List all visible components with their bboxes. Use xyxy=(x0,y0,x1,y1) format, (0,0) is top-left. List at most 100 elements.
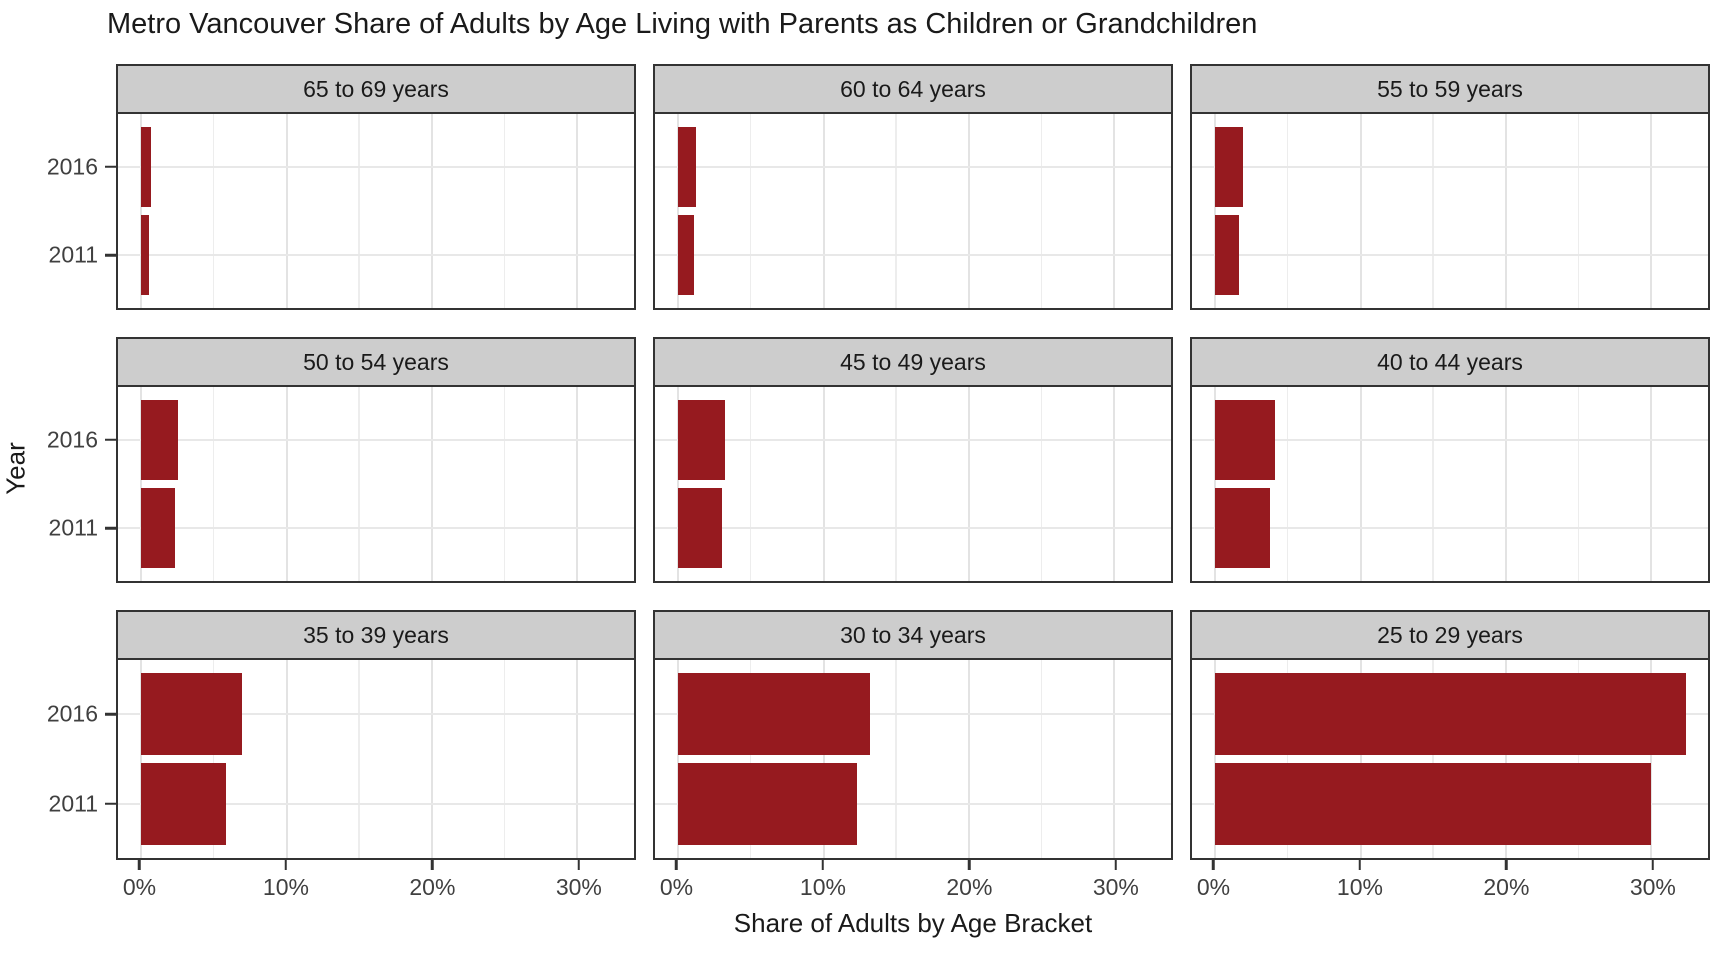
gridline-major xyxy=(1504,660,1507,858)
gridline-minor xyxy=(1286,387,1289,581)
chart-title: Metro Vancouver Share of Adults by Age L… xyxy=(107,8,1258,40)
x-tick-mark xyxy=(1651,860,1655,870)
gridline-major xyxy=(677,660,680,858)
gridline-major xyxy=(1504,114,1507,308)
facet-panel xyxy=(653,387,1173,583)
gridline-minor xyxy=(1040,660,1043,858)
gridline-major xyxy=(576,114,579,308)
gridline-minor xyxy=(895,660,897,858)
x-tick-label: 0% xyxy=(122,874,157,900)
x-tick-label: 20% xyxy=(946,874,993,900)
bar-2016 xyxy=(1215,400,1275,480)
gridline-minor xyxy=(503,387,506,581)
facet-panel xyxy=(1190,114,1710,310)
x-tick-mark xyxy=(675,860,678,870)
x-tick-label: 0% xyxy=(1196,874,1231,900)
x-tick-label: 30% xyxy=(1629,874,1676,900)
x-tick-mark xyxy=(284,860,288,870)
bar-2016 xyxy=(1215,673,1687,755)
facet-strip: 40 to 44 years xyxy=(1190,337,1710,387)
gridline-major xyxy=(430,387,433,581)
facet-panel xyxy=(653,660,1173,860)
gridline-minor xyxy=(1040,387,1043,581)
gridline-minor xyxy=(1040,114,1043,308)
x-axis: 0% 10% 20% 30% xyxy=(1190,860,1710,912)
facet-strip-label: 40 to 44 years xyxy=(1377,348,1523,375)
gridline-minor xyxy=(1432,660,1434,858)
x-axis: 0% 10% 20% 30% xyxy=(653,860,1173,912)
facet-strip-label: 50 to 54 years xyxy=(303,348,449,375)
facet: 30 to 34 years 0% 10% 20% 30% xyxy=(653,610,1173,912)
gridline-major xyxy=(1650,114,1653,308)
y-tick-label: 2011 xyxy=(48,790,98,817)
gridline-major xyxy=(140,660,143,858)
facet-strip-label: 55 to 59 years xyxy=(1377,75,1523,102)
facet-grid: 65 to 69 years 2016 2011 60 to 64 years 55 t… xyxy=(47,64,1710,912)
facet-strip: 50 to 54 years xyxy=(116,337,636,387)
gridline-horizontal xyxy=(655,527,1171,530)
gridline-major xyxy=(677,114,680,308)
bar-2011 xyxy=(141,763,226,845)
gridline-major xyxy=(576,387,579,581)
y-tick-label: 2016 xyxy=(46,700,98,727)
facet-strip: 30 to 34 years xyxy=(653,610,1173,660)
gridline-minor xyxy=(1286,114,1289,308)
x-tick-mark xyxy=(821,860,825,870)
gridline-major xyxy=(285,387,288,581)
bar-2011 xyxy=(678,763,858,845)
bar-2016 xyxy=(141,127,152,207)
facet-panel xyxy=(116,114,636,310)
gridline-major xyxy=(967,660,970,858)
gridline-horizontal xyxy=(655,165,1171,168)
bar-2016 xyxy=(678,127,696,207)
gridline-minor xyxy=(1577,660,1580,858)
gridline-major xyxy=(1650,660,1653,858)
y-tick-mark xyxy=(105,438,116,442)
gridline-horizontal xyxy=(118,802,634,805)
x-tick-label: 0% xyxy=(659,874,694,900)
gridline-major xyxy=(1113,660,1116,858)
gridline-minor xyxy=(1577,114,1580,308)
gridline-major xyxy=(822,114,825,308)
bar-2011 xyxy=(678,215,695,295)
x-tick-mark xyxy=(138,860,141,870)
gridline-major xyxy=(1359,387,1362,581)
gridline-major xyxy=(967,114,970,308)
facet-strip-label: 35 to 39 years xyxy=(303,621,449,648)
facet-strip-label: 60 to 64 years xyxy=(840,75,986,102)
y-tick-label: 2016 xyxy=(46,153,98,180)
facet-strip: 35 to 39 years xyxy=(116,610,636,660)
bar-2016 xyxy=(141,673,242,755)
facet-strip: 45 to 49 years xyxy=(653,337,1173,387)
x-tick-label: 10% xyxy=(799,874,846,900)
facet: 50 to 54 years 2016 2011 xyxy=(47,337,636,585)
gridline-minor xyxy=(503,660,506,858)
gridline-minor xyxy=(503,114,506,308)
bar-2016 xyxy=(1215,127,1243,207)
x-tick-mark xyxy=(577,860,581,870)
facet-strip: 25 to 29 years xyxy=(1190,610,1710,660)
gridline-major xyxy=(430,114,433,308)
gridline-horizontal xyxy=(1192,165,1708,168)
gridline-horizontal xyxy=(655,713,1171,716)
x-tick-mark xyxy=(431,860,434,870)
gridline-major xyxy=(285,114,288,308)
bar-2011 xyxy=(1215,215,1239,295)
y-tick-mark xyxy=(105,712,116,716)
gridline-horizontal xyxy=(118,713,634,716)
facet-panel xyxy=(116,660,636,860)
gridline-minor xyxy=(1432,114,1434,308)
gridline-minor xyxy=(895,114,897,308)
gridline-horizontal xyxy=(118,527,634,530)
gridline-minor xyxy=(1286,660,1289,858)
y-tick-mark xyxy=(105,165,116,169)
x-tick-label: 30% xyxy=(555,874,602,900)
x-tick-label: 30% xyxy=(1092,874,1139,900)
facet: 65 to 69 years 2016 2011 xyxy=(47,64,636,312)
gridline-major xyxy=(1214,660,1217,858)
facet-strip-label: 65 to 69 years xyxy=(303,75,449,102)
bar-2011 xyxy=(678,488,722,568)
gridline-minor xyxy=(212,660,215,858)
gridline-minor xyxy=(749,387,752,581)
